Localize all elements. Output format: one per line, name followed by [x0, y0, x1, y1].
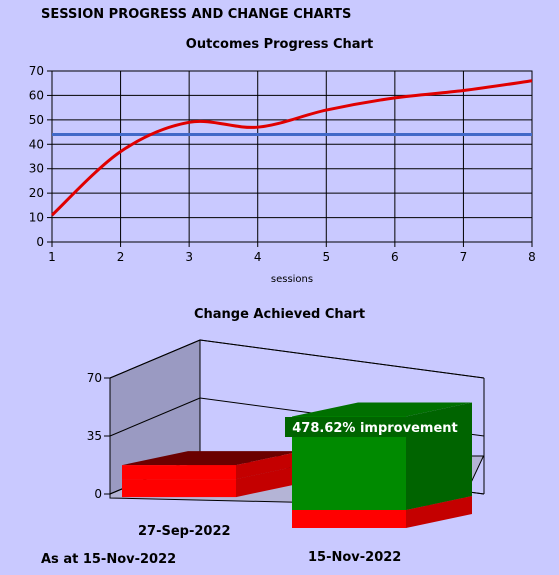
x-tick-label: 4 — [254, 250, 262, 264]
y-tick-label: 70 — [87, 371, 102, 385]
gridline-side — [109, 339, 201, 379]
bar-chart-title: Change Achieved Chart — [193, 307, 366, 322]
bar-1-base-side — [236, 465, 302, 498]
x-tick-label: 7 — [460, 250, 468, 264]
x-tick-label: 6 — [391, 250, 399, 264]
y-tick-label: 20 — [29, 186, 44, 200]
y-tick-label: 35 — [87, 429, 102, 443]
outcomes-progress-chart: 0 10 20 30 40 50 60 70 1 2 3 4 5 6 7 8 sessions — [29, 64, 536, 285]
bar-category-label-2: 15-Nov-2022 — [308, 550, 402, 565]
y-tick-label: 50 — [29, 113, 44, 127]
page-heading: SESSION PROGRESS AND CHANGE CHARTS — [41, 7, 352, 22]
y-tick-label: 10 — [29, 211, 44, 225]
x-tick-label: 3 — [185, 250, 193, 264]
y-tick-label: 30 — [29, 162, 44, 176]
series-line-1 — [50, 79, 533, 217]
x-tick-label: 8 — [528, 250, 536, 264]
y-tick-label: 60 — [29, 88, 44, 102]
bar-2-base-front — [292, 510, 406, 528]
bar-1-front — [122, 465, 236, 480]
x-tick-label: 2 — [117, 250, 125, 264]
annotation-box — [285, 417, 465, 437]
plot-area — [51, 70, 533, 243]
y-tick-label: 0 — [36, 235, 44, 249]
y-tick-label: 40 — [29, 137, 44, 151]
bar-1-side — [236, 451, 302, 480]
bar-2-base-side — [406, 496, 472, 528]
bar-2-top — [292, 402, 472, 417]
bar-1-top — [122, 451, 302, 466]
x-tick-label: 5 — [322, 250, 330, 264]
x-axis-label: sessions — [271, 274, 313, 285]
annotation-text: 478.62% improvement — [292, 421, 458, 436]
as-at-label: As at 15-Nov-2022 — [41, 552, 177, 567]
improvement-annotation: 478.62% improvement — [285, 417, 465, 437]
bar-1-base-front — [122, 479, 236, 498]
gridline-side — [109, 397, 201, 437]
line-chart-title: Outcomes Progress Chart — [185, 37, 374, 52]
x-tick-label: 1 — [48, 250, 56, 264]
gridline-back — [199, 339, 485, 379]
y-tick-label: 70 — [29, 64, 44, 78]
y-tick-label: 0 — [94, 487, 102, 501]
bar-category-label-1: 27-Sep-2022 — [138, 524, 231, 539]
